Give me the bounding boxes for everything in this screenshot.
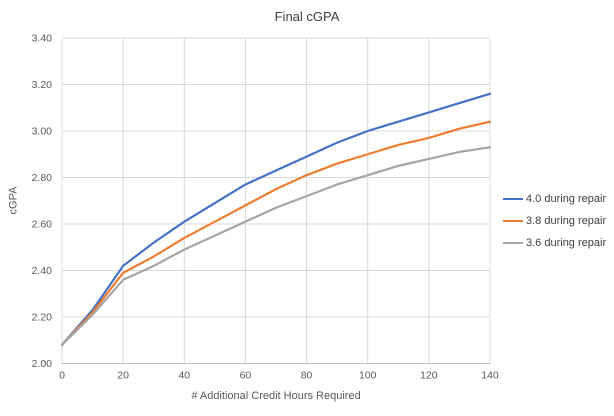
y-tick-label: 2.00 — [32, 358, 53, 370]
x-tick-label: 0 — [59, 370, 65, 382]
legend-line-swatch — [503, 219, 523, 223]
x-axis-title: # Additional Credit Hours Required — [191, 390, 361, 402]
series-line-4.0 — [60, 92, 492, 346]
legend-line-swatch — [503, 241, 523, 245]
y-tick-label: 2.40 — [32, 265, 53, 277]
legend-item: 3.6 during repair — [503, 232, 606, 254]
y-tick-label: 2.20 — [32, 312, 53, 324]
x-tick-label: 20 — [117, 370, 129, 382]
x-tick-label: 120 — [420, 370, 438, 382]
x-tick-label: 100 — [359, 370, 377, 382]
legend-label: 4.0 during repair — [526, 193, 607, 205]
legend: 4.0 during repair 3.8 during repair 3.6 du… — [503, 188, 606, 254]
y-tick-label: 3.40 — [32, 33, 53, 45]
chart-title: Final cGPA — [274, 9, 340, 24]
y-tick-label: 3.20 — [32, 79, 53, 91]
legend-item: 4.0 during repair — [503, 188, 606, 210]
y-tick-label: 3.00 — [32, 126, 53, 138]
y-tick-label: 2.80 — [32, 172, 53, 184]
x-tick-label: 140 — [481, 370, 499, 382]
x-tick-label: 40 — [178, 370, 190, 382]
series-line-3.6 — [60, 146, 492, 346]
x-tick-label: 60 — [240, 370, 252, 382]
legend-label: 3.8 during repair — [526, 215, 607, 227]
series-line-3.8 — [60, 120, 492, 346]
x-tick-label: 80 — [301, 370, 313, 382]
legend-item: 3.8 during repair — [503, 210, 606, 232]
y-tick-label: 2.60 — [32, 219, 53, 231]
legend-label: 3.6 during repair — [526, 237, 607, 249]
legend-line-swatch — [503, 197, 523, 201]
